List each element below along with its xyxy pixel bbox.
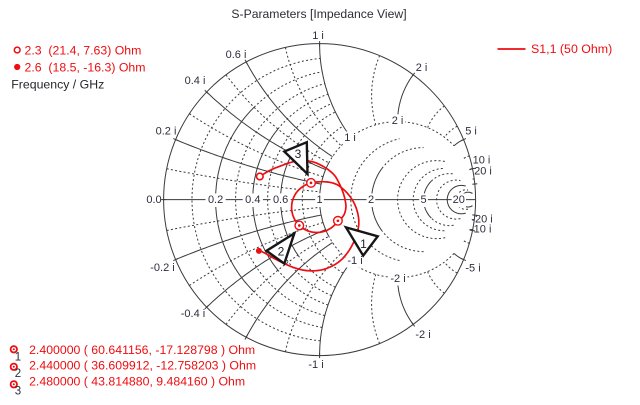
svg-text:-2 i: -2 i bbox=[415, 329, 430, 341]
svg-text:2: 2 bbox=[368, 194, 374, 206]
svg-text:Frequency / GHz: Frequency / GHz bbox=[11, 77, 104, 91]
svg-text:0.2: 0.2 bbox=[208, 194, 223, 206]
svg-text:5: 5 bbox=[421, 194, 427, 206]
svg-text:1: 1 bbox=[15, 352, 21, 364]
svg-text:1: 1 bbox=[360, 237, 367, 251]
svg-text:2 i: 2 i bbox=[392, 115, 404, 127]
svg-text:2.3 (21.4, 7.63) Ohm: 2.3 (21.4, 7.63) Ohm bbox=[25, 43, 142, 57]
svg-text:2: 2 bbox=[278, 245, 285, 259]
svg-text:-1 i: -1 i bbox=[347, 255, 362, 267]
svg-text:-0.4 i: -0.4 i bbox=[181, 308, 205, 320]
svg-text:S1,1 (50 Ohm): S1,1 (50 Ohm) bbox=[531, 42, 612, 56]
svg-text:-1 i: -1 i bbox=[308, 359, 323, 371]
svg-text:0.6: 0.6 bbox=[273, 194, 288, 206]
svg-text:2.440000 ( 36.609912, -12.7582: 2.440000 ( 36.609912, -12.758203 ) Ohm bbox=[29, 359, 256, 373]
svg-text:1 i: 1 i bbox=[312, 30, 324, 42]
svg-text:-2 i: -2 i bbox=[390, 273, 405, 285]
svg-text:0.4 i: 0.4 i bbox=[185, 75, 206, 87]
svg-text:2.400000 ( 60.641156, -17.1287: 2.400000 ( 60.641156, -17.128798 ) Ohm bbox=[29, 343, 255, 357]
svg-text:-5 i: -5 i bbox=[465, 263, 480, 275]
svg-text:2: 2 bbox=[15, 368, 21, 380]
svg-text:3: 3 bbox=[15, 386, 21, 398]
svg-text:10 i: 10 i bbox=[473, 155, 491, 167]
svg-text:5 i: 5 i bbox=[465, 126, 477, 138]
svg-text:20 i: 20 i bbox=[474, 166, 492, 178]
svg-text:0.2 i: 0.2 i bbox=[156, 126, 177, 138]
svg-text:2.6 (18.5, -16.3) Ohm: 2.6 (18.5, -16.3) Ohm bbox=[25, 60, 146, 74]
svg-text:0.0: 0.0 bbox=[146, 194, 161, 206]
svg-text:1 i: 1 i bbox=[344, 132, 356, 144]
svg-text:-10 i: -10 i bbox=[470, 224, 491, 236]
svg-text:20: 20 bbox=[453, 194, 465, 206]
svg-text:-0.2 i: -0.2 i bbox=[150, 262, 174, 274]
svg-text:3: 3 bbox=[295, 147, 302, 161]
svg-text:1: 1 bbox=[317, 194, 323, 206]
svg-text:2 i: 2 i bbox=[416, 62, 428, 74]
svg-text:0.6 i: 0.6 i bbox=[226, 49, 247, 61]
svg-text:-20 i: -20 i bbox=[471, 214, 492, 226]
svg-text:S-Parameters [Impedance View]: S-Parameters [Impedance View] bbox=[231, 7, 406, 21]
svg-text:0.4: 0.4 bbox=[245, 194, 260, 206]
svg-text:2.480000 ( 43.814880, 9.484160: 2.480000 ( 43.814880, 9.484160 ) Ohm bbox=[29, 375, 245, 389]
